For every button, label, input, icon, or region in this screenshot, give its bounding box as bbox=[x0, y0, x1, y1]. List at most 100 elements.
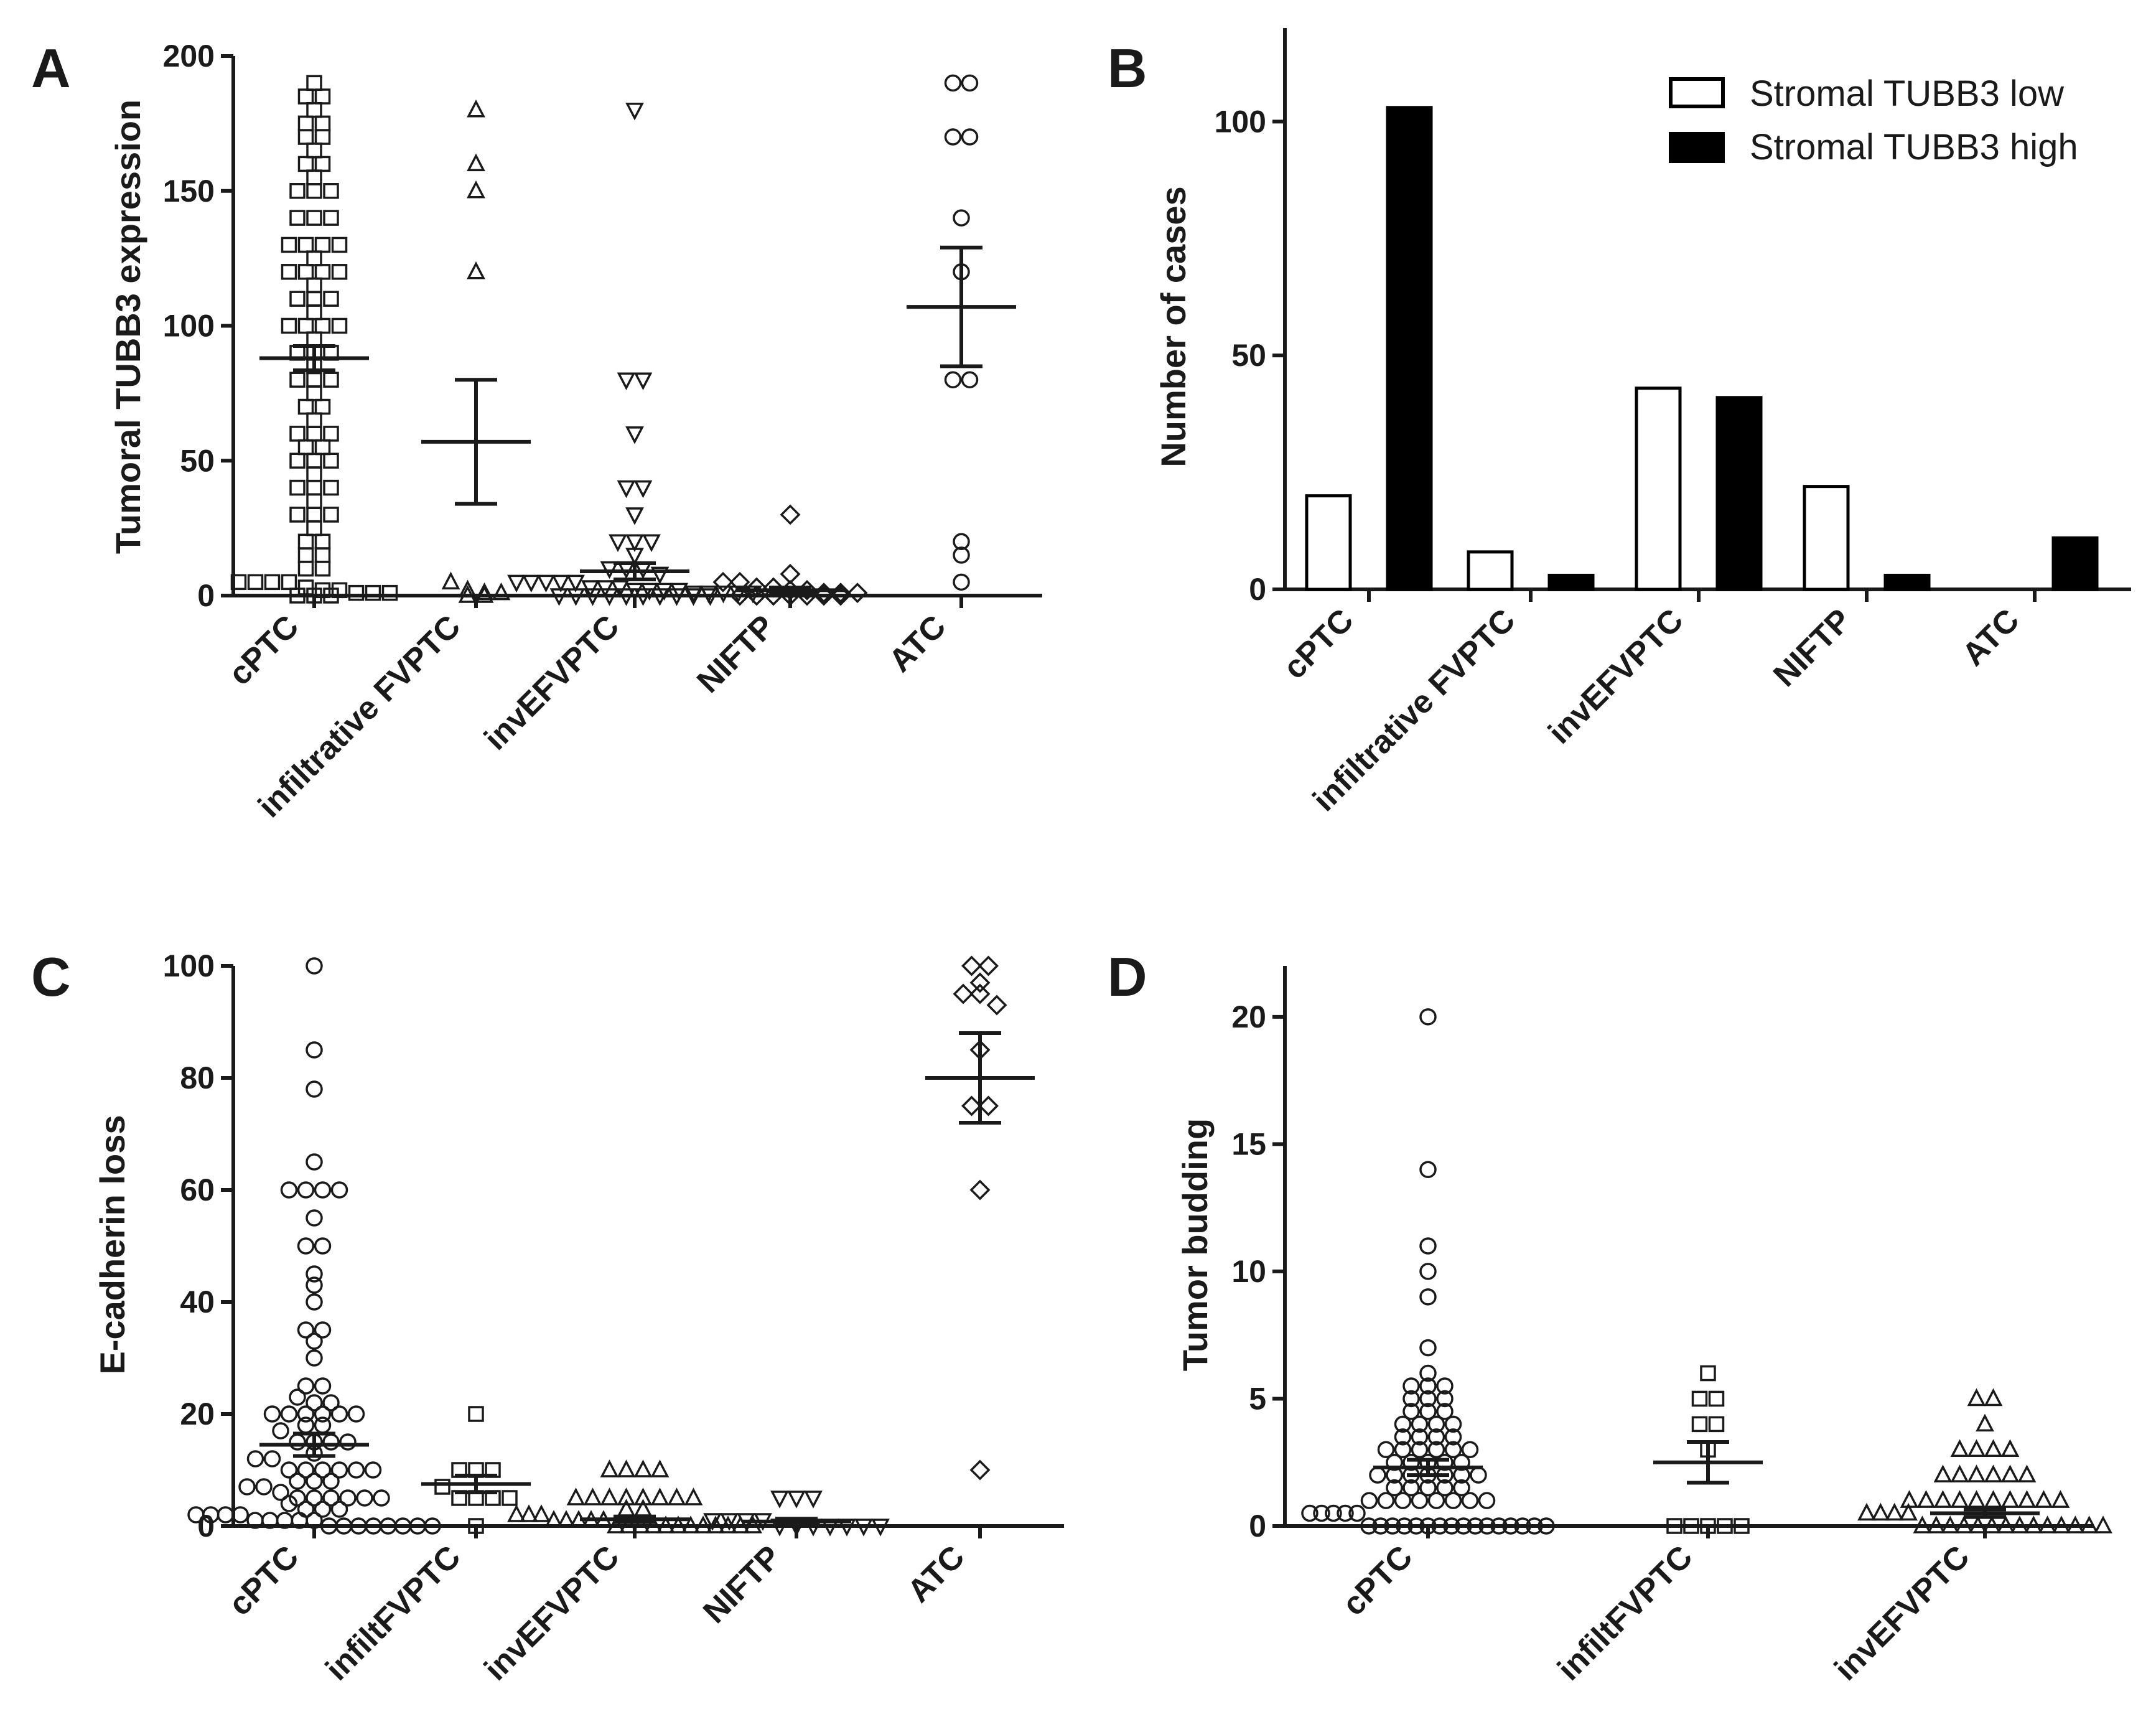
data-point bbox=[703, 1513, 722, 1531]
y-tick-label: 20 bbox=[180, 1397, 215, 1431]
data-point bbox=[314, 88, 331, 105]
x-category-label: invEFVPTC bbox=[477, 1538, 626, 1687]
data-point bbox=[306, 957, 323, 975]
data-point bbox=[280, 1495, 298, 1512]
data-point bbox=[536, 574, 556, 593]
data-point bbox=[1436, 1390, 1454, 1408]
x-category-label: cPTC bbox=[222, 608, 306, 692]
data-point bbox=[314, 560, 331, 577]
x-category-label: NIFTP bbox=[696, 1538, 788, 1630]
data-point bbox=[617, 372, 636, 390]
data-point bbox=[289, 183, 306, 199]
y-tick-label: 60 bbox=[180, 1173, 215, 1207]
data-point bbox=[1734, 1518, 1750, 1534]
data-point bbox=[297, 398, 314, 415]
data-point bbox=[600, 1487, 619, 1505]
y-tick-label: 0 bbox=[197, 578, 215, 613]
data-point bbox=[306, 479, 322, 496]
data-point bbox=[306, 101, 322, 118]
data-point bbox=[1683, 1518, 1699, 1534]
bar bbox=[1635, 386, 1682, 591]
data-point bbox=[424, 1517, 441, 1535]
data-point bbox=[625, 534, 644, 553]
data-point bbox=[1933, 1464, 1953, 1482]
y-tick-label: 0 bbox=[1249, 572, 1266, 607]
data-point bbox=[1419, 1517, 1437, 1535]
data-point bbox=[238, 1478, 256, 1496]
y-tick-label: 0 bbox=[197, 1509, 215, 1543]
data-point bbox=[331, 264, 348, 280]
panel-letter-a: A bbox=[31, 37, 71, 99]
data-point bbox=[314, 1377, 332, 1395]
data-point bbox=[770, 1491, 789, 1509]
data-point bbox=[306, 250, 322, 266]
panel-a-y-axis-label: Tumoral TUBB3 expression bbox=[108, 100, 147, 554]
data-point bbox=[961, 955, 982, 976]
data-point bbox=[625, 548, 644, 566]
data-point bbox=[746, 585, 767, 606]
data-point bbox=[1982, 1515, 2002, 1533]
data-point bbox=[1984, 1464, 2003, 1482]
data-point bbox=[281, 574, 297, 591]
data-point bbox=[607, 1515, 625, 1533]
bar bbox=[1305, 494, 1352, 591]
data-point bbox=[1394, 1441, 1412, 1459]
data-point bbox=[364, 1461, 382, 1479]
data-point bbox=[297, 236, 314, 253]
data-point bbox=[557, 1510, 576, 1528]
data-point bbox=[633, 1487, 653, 1505]
data-point bbox=[289, 507, 306, 523]
data-point bbox=[1402, 1479, 1420, 1497]
data-point bbox=[306, 169, 322, 185]
x-category-label: ATC bbox=[901, 1538, 972, 1609]
data-point bbox=[566, 574, 585, 593]
data-point bbox=[314, 1405, 332, 1423]
data-point bbox=[1700, 1365, 1716, 1382]
data-point bbox=[314, 236, 331, 253]
data-point bbox=[763, 577, 784, 598]
y-tick-label: 15 bbox=[1231, 1126, 1266, 1161]
legend-label-low: Stromal TUBB3 low bbox=[1750, 73, 2065, 114]
data-point bbox=[297, 88, 314, 105]
data-point bbox=[667, 588, 686, 606]
data-point bbox=[297, 547, 314, 563]
data-point bbox=[289, 452, 306, 469]
data-point bbox=[314, 439, 331, 456]
data-point bbox=[619, 1515, 638, 1533]
data-point bbox=[617, 480, 636, 499]
data-point bbox=[642, 534, 661, 553]
data-point bbox=[306, 142, 322, 159]
data-point bbox=[306, 493, 322, 510]
data-point bbox=[1885, 1502, 1904, 1521]
data-point bbox=[467, 261, 485, 279]
data-point bbox=[961, 1095, 982, 1116]
data-point bbox=[1453, 1479, 1470, 1497]
data-point bbox=[701, 588, 720, 606]
data-point bbox=[1950, 1464, 1969, 1482]
panel-letter-d: D bbox=[1108, 946, 1147, 1008]
data-point bbox=[507, 574, 526, 593]
data-point bbox=[323, 291, 339, 307]
data-point bbox=[1502, 1517, 1519, 1535]
data-point bbox=[656, 1515, 675, 1533]
data-point bbox=[1436, 1403, 1454, 1420]
data-point bbox=[1490, 1517, 1508, 1535]
data-point bbox=[633, 480, 653, 499]
data-point bbox=[969, 983, 991, 1004]
data-point bbox=[306, 466, 322, 482]
data-point bbox=[297, 115, 314, 132]
data-point bbox=[1976, 1413, 1994, 1432]
data-point bbox=[2079, 1515, 2099, 1533]
data-point bbox=[1444, 1428, 1462, 1446]
data-point bbox=[847, 583, 868, 604]
data-point bbox=[297, 1237, 315, 1255]
x-category-label: invEFVPTC bbox=[1541, 602, 1690, 751]
data-point bbox=[281, 236, 297, 253]
data-point bbox=[969, 972, 991, 993]
data-point bbox=[306, 1153, 323, 1171]
data-point bbox=[583, 588, 602, 606]
panel-b: B Number of cases Stromal TUBB3 low Stro… bbox=[1108, 28, 2131, 818]
bar bbox=[1547, 573, 1595, 591]
panel-c: C E-cadherin loss 0 20 40 60 80 100 cPTC infilt… bbox=[31, 946, 1064, 1688]
data-point bbox=[323, 210, 339, 226]
